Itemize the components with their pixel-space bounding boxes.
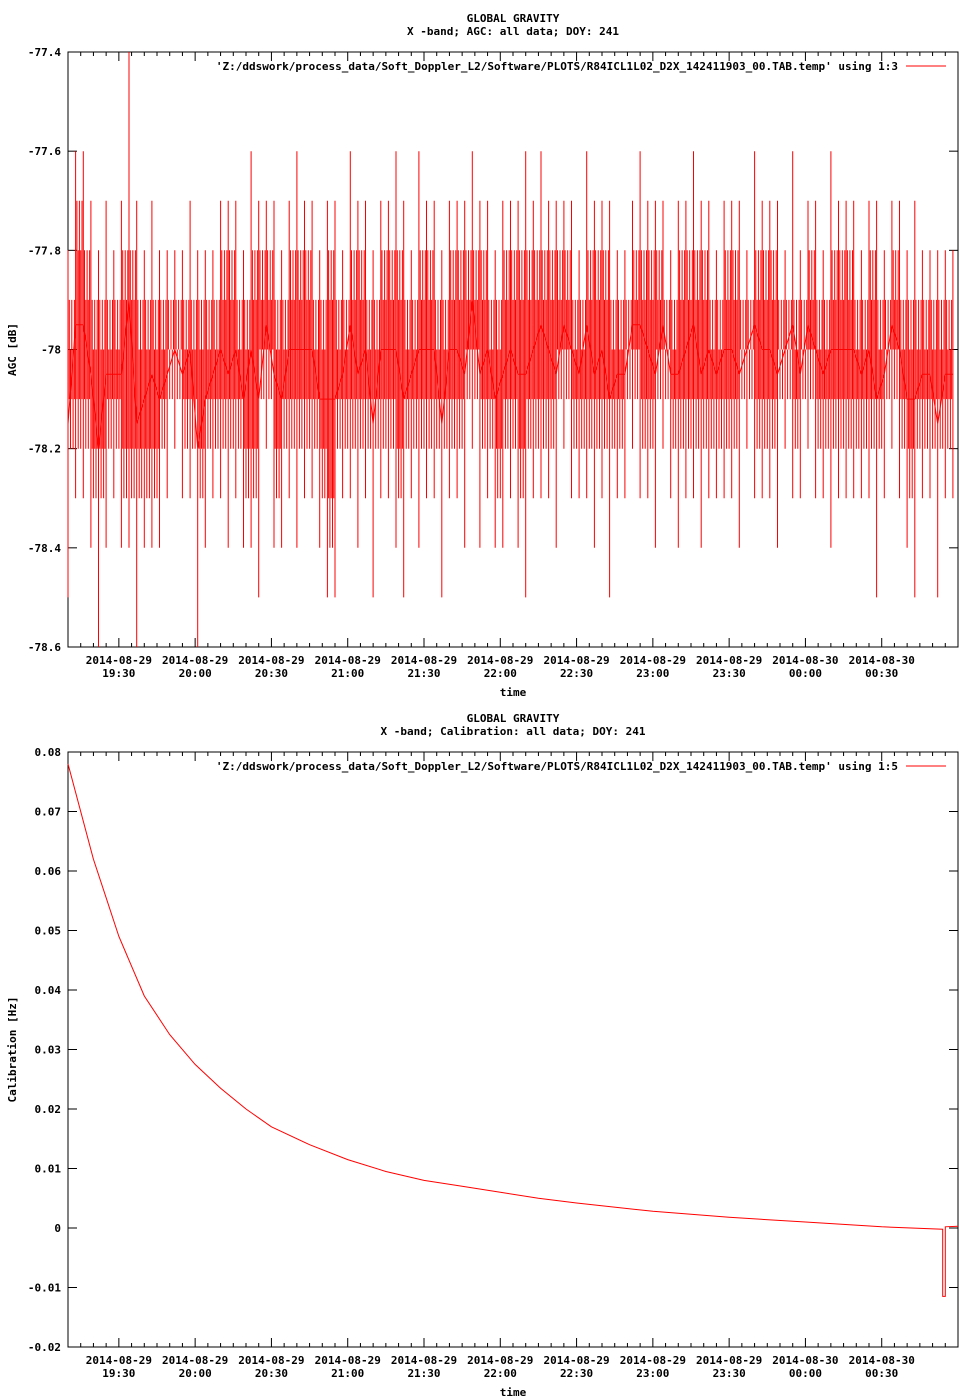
chart1-xtick-time: 00:30 (865, 667, 898, 680)
chart1-xtick-date: 2014-08-30 (772, 654, 838, 667)
chart1-xtick-time: 22:30 (560, 667, 593, 680)
chart1-ytick-label: -78.4 (28, 542, 61, 555)
chart1-series-1-line (67, 52, 954, 647)
chart2-legend-label: 'Z:/ddswork/process_data/Soft_Doppler_L2… (216, 760, 898, 773)
chart1-xtick-date: 2014-08-29 (391, 654, 457, 667)
chart1-xtick-time: 21:30 (407, 667, 440, 680)
chart2-ytick-label: 0.03 (35, 1044, 62, 1057)
chart1-xtick-date: 2014-08-29 (86, 654, 152, 667)
chart2-xtick-date: 2014-08-30 (772, 1354, 838, 1367)
chart2-xtick-date: 2014-08-29 (162, 1354, 228, 1367)
chart1-xtick-time: 22:00 (484, 667, 517, 680)
chart2-plot-frame (67, 751, 959, 1348)
chart2-title: GLOBAL GRAVITY (467, 712, 560, 725)
chart1-xtick-time: 23:00 (636, 667, 669, 680)
chart2-ytick-label: 0.02 (35, 1103, 62, 1116)
chart2-xtick-time: 19:30 (102, 1367, 135, 1380)
chart2-ytick-label: 0.06 (35, 865, 62, 878)
chart1-ytick-label: -78.6 (28, 641, 61, 654)
chart1-xtick-time: 23:30 (713, 667, 746, 680)
chart2-xtick-time: 20:00 (179, 1367, 212, 1380)
chart2-xtick-date: 2014-08-29 (467, 1354, 533, 1367)
chart2-xtick-time: 21:00 (331, 1367, 364, 1380)
chart2-xtick-date: 2014-08-29 (696, 1354, 762, 1367)
chart1-ytick-label: -77.6 (28, 145, 61, 158)
chart2-xtick-date: 2014-08-29 (543, 1354, 609, 1367)
chart1-subtitle: X -band; AGC: all data; DOY: 241 (407, 25, 619, 38)
chart1-ytick-label: -78 (41, 344, 61, 357)
chart2-xtick-date: 2014-08-30 (849, 1354, 915, 1367)
chart1-xtick-date: 2014-08-29 (620, 654, 686, 667)
chart1-xtick-time: 00:00 (789, 667, 822, 680)
chart1-xtick-date: 2014-08-29 (238, 654, 304, 667)
chart1-legend-label: 'Z:/ddswork/process_data/Soft_Doppler_L2… (216, 60, 898, 73)
chart2-subtitle: X -band; Calibration: all data; DOY: 241 (381, 725, 646, 738)
chart1-xtick-time: 21:00 (331, 667, 364, 680)
chart2-xtick-date: 2014-08-29 (238, 1354, 304, 1367)
chart2-xtick-time: 00:00 (789, 1367, 822, 1380)
chart2-ytick-label: -0.01 (28, 1282, 61, 1295)
chart1-xtick-time: 20:30 (255, 667, 288, 680)
chart2-xtick-time: 22:30 (560, 1367, 593, 1380)
chart2-xtick-time: 23:00 (636, 1367, 669, 1380)
chart1-xtick-date: 2014-08-29 (315, 654, 381, 667)
chart2-ytick-label: 0 (54, 1222, 61, 1235)
chart1-x-axis-label: time (500, 686, 527, 699)
chart2-xtick-time: 21:30 (407, 1367, 440, 1380)
chart2-xtick-time: 20:30 (255, 1367, 288, 1380)
chart1-ytick-label: -78.2 (28, 443, 61, 456)
chart1-xtick-date: 2014-08-30 (849, 654, 915, 667)
chart2-ytick-label: 0.08 (35, 746, 62, 759)
chart2-y-axis-label: Calibration [Hz] (6, 997, 19, 1103)
chart1-xtick-date: 2014-08-29 (467, 654, 533, 667)
chart2-ytick-label: 0.04 (35, 984, 62, 997)
chart1-ytick-label: -77.8 (28, 244, 61, 257)
chart2-xtick-time: 22:00 (484, 1367, 517, 1380)
chart1-xtick-time: 19:30 (102, 667, 135, 680)
chart1-xtick-time: 20:00 (179, 667, 212, 680)
chart2-xtick-date: 2014-08-29 (86, 1354, 152, 1367)
chart2-xtick-time: 00:30 (865, 1367, 898, 1380)
chart2-xtick-time: 23:30 (713, 1367, 746, 1380)
chart2-series-1-line (67, 763, 959, 1297)
chart1-xtick-date: 2014-08-29 (696, 654, 762, 667)
chart1-xtick-date: 2014-08-29 (162, 654, 228, 667)
chart2-xtick-date: 2014-08-29 (391, 1354, 457, 1367)
chart1-series-1-fill (68, 200, 953, 548)
chart2-ytick-label: 0.05 (35, 925, 62, 938)
chart2-ytick-label: -0.02 (28, 1341, 61, 1354)
chart2-ytick-label: 0.07 (35, 806, 62, 819)
chart2-x-axis-label: time (500, 1386, 527, 1399)
chart2-xtick-date: 2014-08-29 (620, 1354, 686, 1367)
chart1-ytick-label: -77.4 (28, 46, 61, 59)
chart1-xtick-date: 2014-08-29 (543, 654, 609, 667)
chart1-y-axis-label: AGC [dB] (6, 323, 19, 376)
chart2-ytick-label: 0.01 (35, 1163, 62, 1176)
chart1-title: GLOBAL GRAVITY (467, 12, 560, 25)
chart2-xtick-date: 2014-08-29 (315, 1354, 381, 1367)
